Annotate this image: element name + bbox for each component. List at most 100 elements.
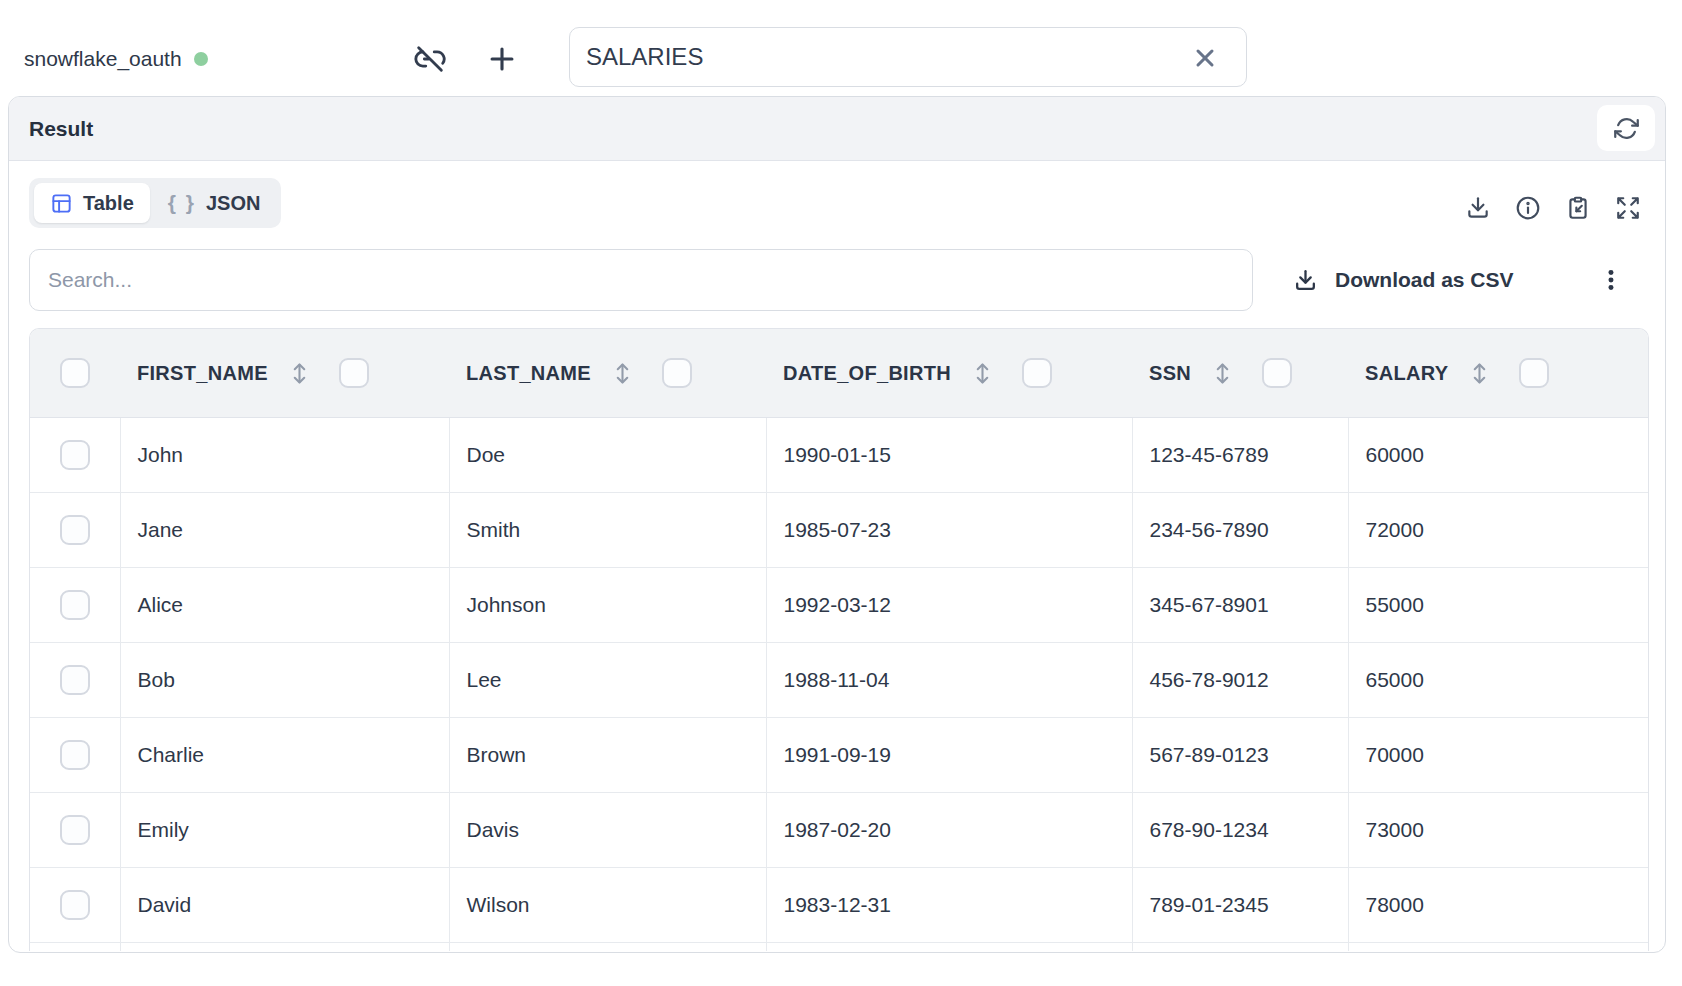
cell-ssn: 567-89-0123 [1132, 718, 1348, 793]
table-row: John Doe 1990-01-15 123-45-6789 60000 [30, 418, 1648, 493]
table-row: Charlie Brown 1991-09-19 567-89-0123 700… [30, 718, 1648, 793]
cell-ssn: 123-45-6789 [1132, 418, 1348, 493]
cell-ssn: 456-78-9012 [1132, 643, 1348, 718]
result-toolbar [1464, 194, 1641, 221]
query-name-input[interactable] [569, 27, 1247, 87]
close-icon [1191, 44, 1219, 72]
cell-salary: 65000 [1348, 643, 1648, 718]
result-panel: Result Table [8, 96, 1666, 953]
column-header-salary: SALARY [1365, 362, 1448, 385]
cell-salary: 60000 [1348, 418, 1648, 493]
table-row-partial [30, 943, 1648, 952]
cell-salary: 73000 [1348, 793, 1648, 868]
cell-last-name: Brown [449, 718, 766, 793]
table-row: Emily Davis 1987-02-20 678-90-1234 73000 [30, 793, 1648, 868]
kebab-menu-icon [1598, 267, 1624, 293]
cell-ssn: 234-56-7890 [1132, 493, 1348, 568]
download-result-button[interactable] [1464, 194, 1491, 221]
download-icon [1465, 195, 1491, 221]
cell-salary: 70000 [1348, 718, 1648, 793]
column-checkbox-first-name[interactable] [339, 358, 369, 388]
column-header-ssn: SSN [1149, 362, 1191, 385]
sort-icon[interactable] [1213, 360, 1232, 387]
add-tab-button[interactable] [482, 39, 522, 79]
copy-to-clipboard-button[interactable] [1564, 194, 1591, 221]
cell-first-name: Jane [120, 493, 449, 568]
row-checkbox[interactable] [60, 815, 90, 845]
download-csv-button[interactable]: Download as CSV [1293, 249, 1514, 311]
column-header-date-of-birth: DATE_OF_BIRTH [783, 362, 951, 385]
download-csv-label: Download as CSV [1335, 268, 1514, 292]
table-row: Alice Johnson 1992-03-12 345-67-8901 550… [30, 568, 1648, 643]
cell-date-of-birth: 1985-07-23 [766, 493, 1132, 568]
table-search-input[interactable] [29, 249, 1253, 311]
refresh-button[interactable] [1597, 105, 1655, 151]
tab-table-view[interactable]: Table [34, 183, 150, 223]
sort-icon[interactable] [290, 360, 309, 387]
cell-first-name: Charlie [120, 718, 449, 793]
refresh-icon [1613, 115, 1640, 142]
tab-json-label: JSON [206, 192, 260, 215]
info-icon [1515, 195, 1541, 221]
table-row: Jane Smith 1985-07-23 234-56-7890 72000 [30, 493, 1648, 568]
cell-salary: 55000 [1348, 568, 1648, 643]
select-all-checkbox[interactable] [60, 358, 90, 388]
column-checkbox-last-name[interactable] [662, 358, 692, 388]
info-button[interactable] [1514, 194, 1541, 221]
result-panel-header: Result [9, 97, 1665, 161]
connection-status-dot [194, 52, 208, 66]
cell-last-name: Doe [449, 418, 766, 493]
tab-table-label: Table [83, 192, 134, 215]
cell-date-of-birth: 1990-01-15 [766, 418, 1132, 493]
table-row: Bob Lee 1988-11-04 456-78-9012 65000 [30, 643, 1648, 718]
more-options-button[interactable] [1595, 249, 1627, 311]
sort-icon[interactable] [613, 360, 632, 387]
cell-ssn: 789-01-2345 [1132, 868, 1348, 943]
json-braces-icon: { } [168, 191, 196, 215]
clipboard-icon [1565, 195, 1591, 221]
column-header-first-name: FIRST_NAME [137, 362, 268, 385]
sort-icon[interactable] [973, 360, 992, 387]
cell-date-of-birth: 1983-12-31 [766, 868, 1132, 943]
table-view-icon [50, 192, 73, 215]
clear-query-name-button[interactable] [1190, 43, 1220, 73]
row-checkbox[interactable] [60, 515, 90, 545]
table-header-row: FIRST_NAME LAST_NAME DATE_OF_BIRTH [30, 329, 1648, 418]
cell-ssn: 345-67-8901 [1132, 568, 1348, 643]
cell-first-name: David [120, 868, 449, 943]
tab-json-view[interactable]: { } JSON [152, 183, 277, 223]
sort-icon[interactable] [1470, 360, 1489, 387]
disconnect-button[interactable] [410, 39, 450, 79]
plus-icon [485, 42, 519, 76]
row-checkbox[interactable] [60, 740, 90, 770]
cell-date-of-birth: 1987-02-20 [766, 793, 1132, 868]
column-checkbox-date-of-birth[interactable] [1022, 358, 1052, 388]
cell-date-of-birth: 1991-09-19 [766, 718, 1132, 793]
expand-fullscreen-button[interactable] [1614, 194, 1641, 221]
column-checkbox-salary[interactable] [1519, 358, 1549, 388]
cell-first-name: Bob [120, 643, 449, 718]
row-checkbox[interactable] [60, 440, 90, 470]
cell-last-name: Smith [449, 493, 766, 568]
cell-first-name: John [120, 418, 449, 493]
download-icon [1293, 268, 1318, 293]
column-header-last-name: LAST_NAME [466, 362, 591, 385]
cell-salary: 78000 [1348, 868, 1648, 943]
cell-date-of-birth: 1992-03-12 [766, 568, 1132, 643]
cell-salary: 72000 [1348, 493, 1648, 568]
row-checkbox[interactable] [60, 665, 90, 695]
result-table: FIRST_NAME LAST_NAME DATE_OF_BIRTH [29, 328, 1649, 951]
connection-indicator: snowflake_oauth [24, 40, 208, 78]
cell-last-name: Johnson [449, 568, 766, 643]
table-row: David Wilson 1983-12-31 789-01-2345 7800… [30, 868, 1648, 943]
connection-name: snowflake_oauth [24, 47, 182, 71]
panel-title: Result [29, 97, 93, 160]
row-checkbox[interactable] [60, 590, 90, 620]
column-checkbox-ssn[interactable] [1262, 358, 1292, 388]
unlink-icon [413, 42, 447, 76]
cell-first-name: Alice [120, 568, 449, 643]
cell-ssn: 678-90-1234 [1132, 793, 1348, 868]
expand-icon [1615, 195, 1641, 221]
cell-date-of-birth: 1988-11-04 [766, 643, 1132, 718]
row-checkbox[interactable] [60, 890, 90, 920]
